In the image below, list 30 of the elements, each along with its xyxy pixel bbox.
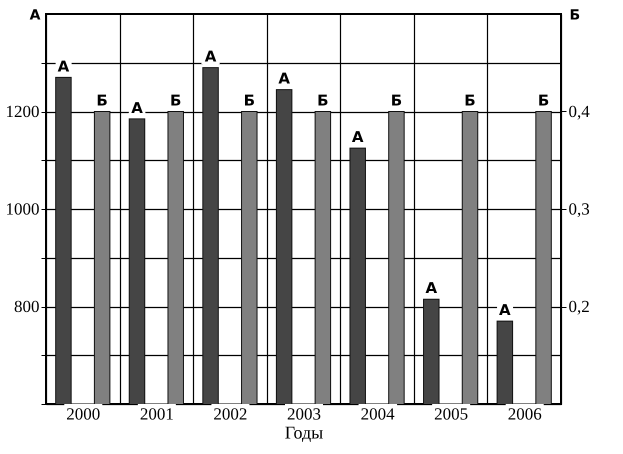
y-tick-label: 1200	[6, 102, 40, 121]
text: Б	[244, 92, 256, 110]
x-tick-label: 2005	[434, 404, 468, 424]
x-tick-label: 2006	[508, 404, 542, 424]
y-axis-title: А	[30, 8, 41, 24]
text: Б	[538, 92, 550, 110]
x-tick-label: 2003	[287, 404, 321, 424]
text: Б	[170, 92, 182, 110]
y2-tick-label: 0,2	[568, 297, 590, 316]
x-tick-label: 2004	[360, 404, 396, 424]
text: Б	[390, 92, 402, 110]
text: А	[352, 128, 364, 146]
text: А	[58, 57, 70, 76]
x-tick-label: 2001	[140, 404, 174, 424]
y-tick-label: 800	[14, 297, 40, 316]
y2-tick-label: 0,3	[568, 200, 590, 218]
text: Б	[464, 92, 476, 110]
y2-axis-title: Б	[570, 8, 580, 24]
text: Б	[317, 92, 329, 110]
series-label: А	[278, 70, 290, 88]
y-tick-label: 1000	[6, 200, 40, 218]
x-tick-label: 2002	[213, 404, 248, 424]
text: А	[131, 98, 143, 117]
x-tick-label: 2000	[66, 404, 100, 424]
text: А	[499, 301, 511, 320]
x-axis-title: Годы	[284, 422, 324, 442]
text: А	[204, 48, 216, 66]
series-label: Б	[96, 92, 108, 110]
y2-tick-label: 0,4	[568, 102, 590, 121]
text: А	[425, 279, 438, 298]
